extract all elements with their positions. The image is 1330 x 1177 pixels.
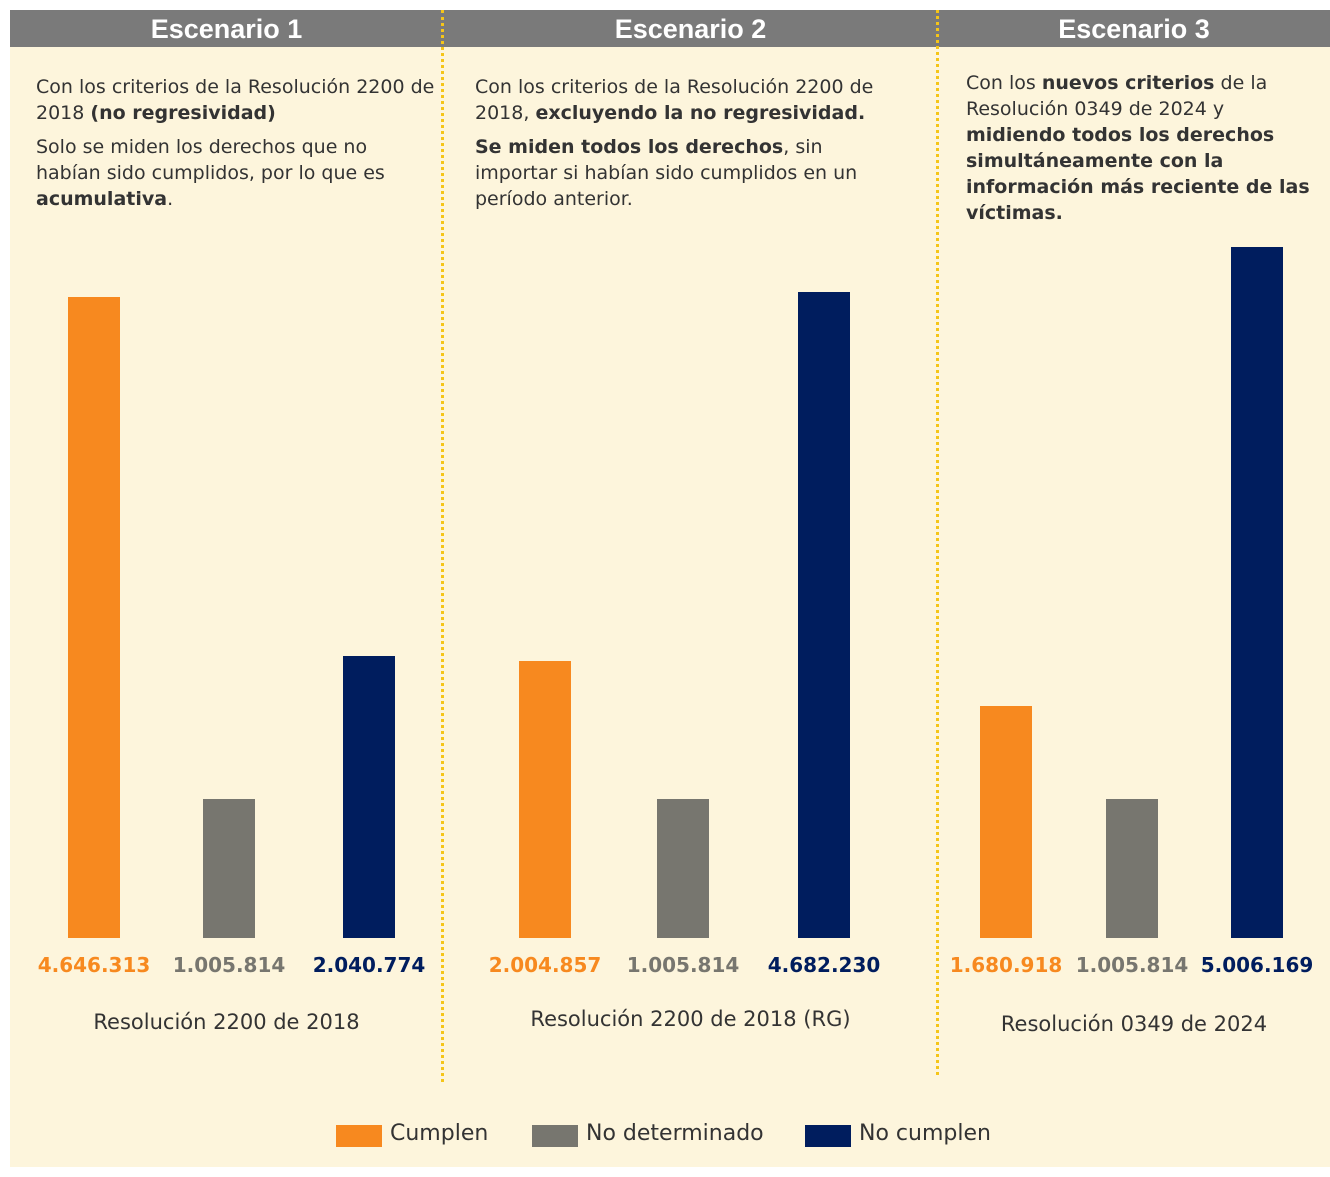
text-run: .	[167, 188, 174, 210]
description: Con los criterios de la Resolución 2200 …	[36, 74, 436, 220]
bar	[203, 799, 255, 938]
text-run: de la Resolución 0349 de 2024 y	[966, 72, 1268, 120]
value-label: 5.006.169	[1200, 953, 1314, 977]
value-label: 1.005.814	[1075, 953, 1189, 977]
panel-title: Escenario 2	[614, 14, 767, 44]
value-label: 1.005.814	[172, 953, 286, 977]
text-run: Con los	[966, 72, 1042, 94]
text-run: Solo se miden los derechos que no habían…	[36, 136, 385, 184]
divider	[936, 10, 939, 1075]
bar	[1106, 799, 1158, 938]
panel-title: Escenario 1	[150, 14, 303, 44]
legend-swatch	[532, 1125, 578, 1147]
text-run: , sin importar si habían sido cumplidos …	[475, 136, 858, 210]
description: Con los criterios de la Resolución 2200 …	[475, 74, 875, 220]
infographic: Escenario 1 Con los criterios de la Resol…	[10, 10, 1330, 1167]
bar	[343, 656, 395, 938]
legend-label: Cumplen	[390, 1121, 489, 1146]
text-run: Con los criterios de la Resolución 2200 …	[36, 76, 435, 124]
text-run: Se miden todos los derechos	[475, 136, 784, 158]
text-run: acumulativa	[36, 188, 168, 210]
text-run: (no regresividad)	[90, 102, 276, 124]
bar	[980, 705, 1032, 938]
value-label: 1.005.814	[626, 953, 740, 977]
divider	[441, 10, 444, 1082]
x-axis-label: Resolución 0349 de 2024	[1000, 1012, 1268, 1036]
legend-label: No determinado	[586, 1121, 764, 1146]
paragraph: Con los criterios de la Resolución 2200 …	[475, 74, 875, 126]
paragraph: Se miden todos los derechos, sin importa…	[475, 134, 875, 212]
paragraph: Solo se miden los derechos que no habían…	[36, 134, 436, 212]
bar	[519, 661, 571, 938]
paragraph: Con los criterios de la Resolución 2200 …	[36, 74, 436, 126]
text-run: nuevos criterios	[1041, 72, 1215, 94]
legend-swatch	[805, 1125, 851, 1147]
value-label: 4.682.230	[767, 953, 881, 977]
bar	[68, 296, 120, 938]
panel-title: Escenario 3	[1058, 14, 1210, 44]
value-label: 4.646.313	[37, 953, 151, 977]
value-label: 2.040.774	[312, 953, 426, 977]
x-axis-label: Resolución 2200 de 2018 (RG)	[530, 1007, 851, 1031]
bar	[657, 799, 709, 938]
header-bar	[10, 10, 1330, 47]
bar	[798, 291, 850, 938]
text-run: midiendo todos los derechos simultáneame…	[966, 124, 1310, 224]
text-run: excluyendo la no regresividad.	[535, 102, 866, 124]
text-run: Con los criterios de la Resolución 2200 …	[475, 76, 874, 124]
value-label: 1.680.918	[949, 953, 1063, 977]
x-axis-label: Resolución 2200 de 2018	[93, 1010, 360, 1034]
description: Con los nuevos criterios de la Resolució…	[966, 70, 1311, 234]
paragraph: Con los nuevos criterios de la Resolució…	[966, 70, 1311, 226]
legend-label: No cumplen	[859, 1121, 991, 1146]
legend-swatch	[336, 1125, 382, 1147]
value-label: 2.004.857	[488, 953, 602, 977]
bar	[1231, 247, 1283, 938]
